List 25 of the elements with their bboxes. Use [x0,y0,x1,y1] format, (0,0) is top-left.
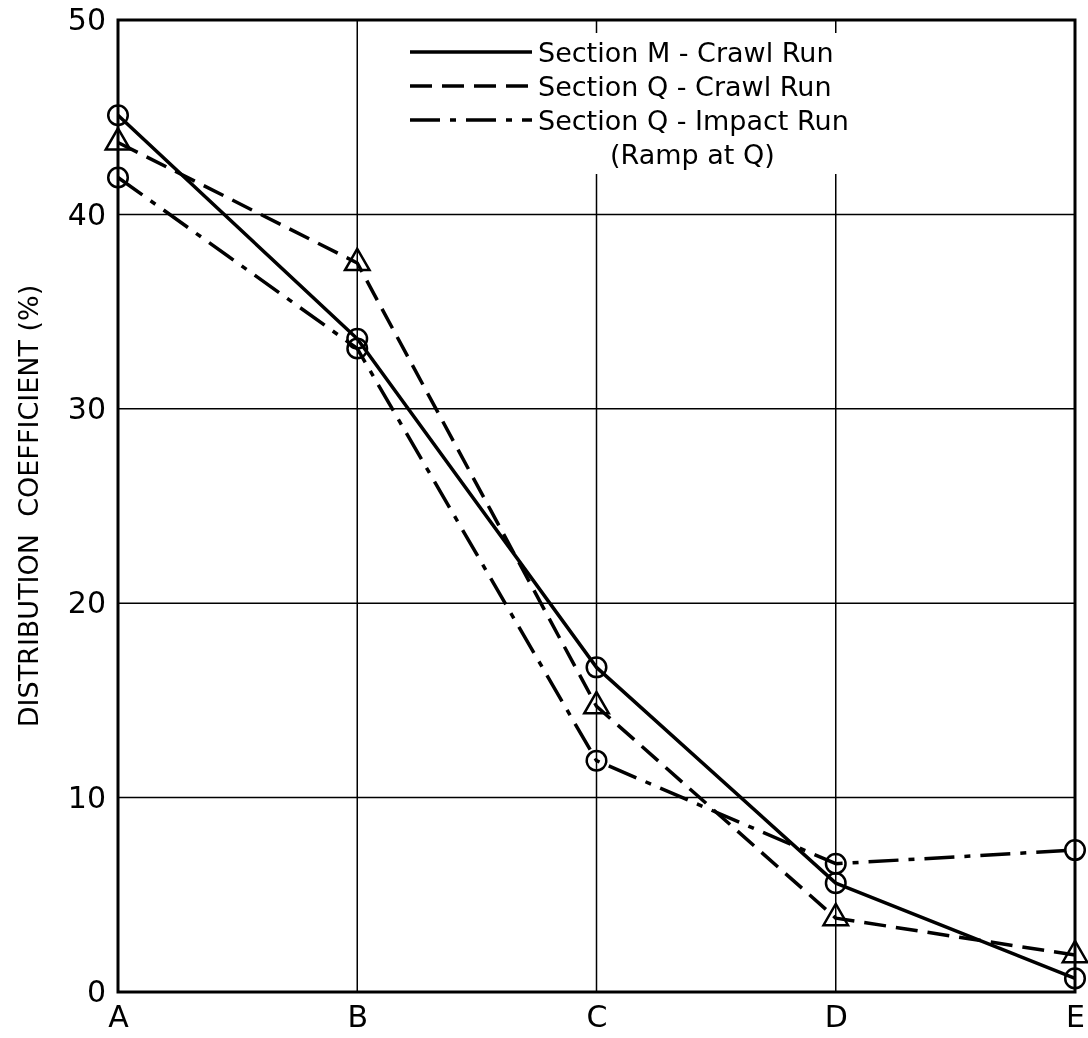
point [346,337,369,360]
point [106,104,130,127]
y-tick-label: 40 [67,196,106,232]
point [585,749,608,772]
point [346,327,369,350]
point [585,656,608,679]
legend-label: Section Q - Impact Run (Ramp at Q) [538,105,849,170]
point [824,852,847,875]
legend-label: Section M - Crawl Run [538,37,834,68]
y-tick-label: 10 [67,779,106,815]
x-tick-label: A [108,999,130,1035]
x-tick-label: B [347,999,369,1035]
x-tick-label: D [824,999,848,1035]
x-tick-label: C [586,999,608,1035]
y-tick-label: 20 [67,585,106,621]
point [824,872,847,895]
y-tick-label: 0 [86,974,106,1010]
point [1063,967,1087,990]
y-tick-label: 50 [67,2,106,38]
y-tick-label: 30 [67,390,106,426]
legend-label: Section Q - Crawl Run [538,71,832,102]
point [1063,839,1087,862]
point [106,166,130,189]
y-axis-title: DISTRIBUTION COEFFICIENT (%) [13,284,44,728]
x-tick-label: E [1066,999,1085,1035]
